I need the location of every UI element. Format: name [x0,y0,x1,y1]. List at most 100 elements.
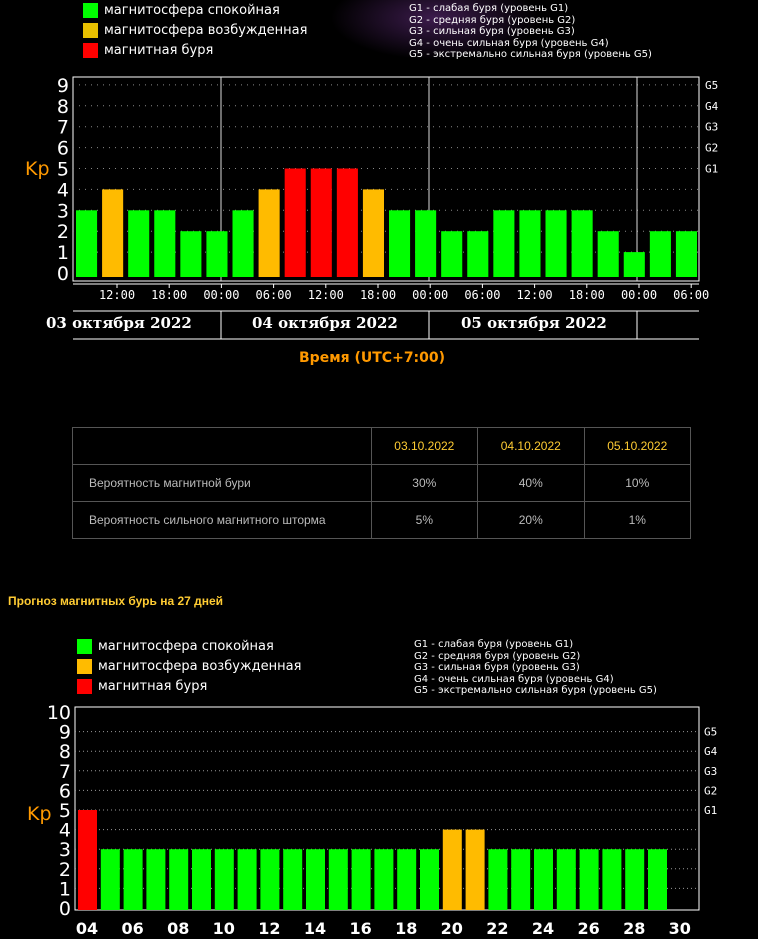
kp-bar [623,252,645,277]
forecast-bar [397,849,417,910]
forecast-bar [442,829,462,910]
kp-bar [154,210,176,277]
legend-active: магнитосфера возбужденная [83,23,307,38]
legend-storm-swatch [83,43,98,58]
y-tick-label: 9 [57,75,69,97]
table-row: Вероятность сильного магнитного шторма 5… [72,501,691,539]
date-label-1: 03 октября 2022 [46,314,192,332]
g-level-legend: G1 - слабая буря (уровень G1) G2 - средн… [414,639,657,697]
forecast-bar [146,849,166,910]
time-tick-label: 12:00 [308,288,344,302]
g-level-legend-item: G4 - очень сильная буря (уровень G4) [409,37,609,49]
kp-bar [310,168,332,277]
x-tick-label: 28 [623,919,645,938]
forecast-bar [237,849,257,910]
table-header-date: 03.10.2022 [370,427,479,465]
x-tick-label: 12 [258,919,280,938]
g-level-label: G1 [704,804,717,817]
forecast-bar [100,849,120,910]
kp-bar [336,168,358,277]
kp-bar [362,189,384,277]
kp-bar [519,210,541,277]
time-tick-label: 12:00 [517,288,553,302]
table-row-label: Вероятность сильного магнитного шторма [72,501,372,539]
y-tick-label: 8 [59,741,71,763]
forecast-bar [511,849,531,910]
kp-bar [545,210,567,277]
y-tick-label: 2 [59,859,71,881]
forecast-bar [579,849,599,910]
legend-quiet: магнитосфера спокойная [77,639,274,654]
forecast-bar [306,849,325,910]
legend-active: магнитосфера возбужденная [77,659,301,674]
y-tick-label: 8 [57,96,69,118]
table-row: Вероятность магнитной бури 30% 40% 10% [72,464,691,502]
g-level-label: G2 [705,142,718,155]
forecast-bar [260,849,280,910]
x-axis-title: Время (UTC+7:00) [299,350,446,366]
x-tick-label: 06 [121,919,143,938]
legend-quiet-swatch [77,639,92,654]
time-tick-label: 18:00 [151,288,187,302]
forecast-bar [534,849,553,910]
legend-storm: магнитная буря [77,679,207,694]
forecast-bar [420,849,439,910]
g-level-legend-item: G5 - экстремально сильная буря (уровень … [409,49,652,60]
y-tick-label: 10 [47,702,71,724]
kp-bar [180,231,202,277]
y-tick-label: 4 [57,179,69,201]
x-tick-label: 24 [532,919,554,938]
kp-bar [206,231,228,277]
kp-bar [76,210,98,277]
y-tick-label: 6 [59,780,71,802]
time-tick-label: 06:00 [256,288,292,302]
y-tick-label: 3 [59,839,71,861]
legend-storm-label: магнитная буря [98,679,208,694]
y-tick-label: 3 [57,200,69,222]
table-row-label: Вероятность магнитной бури [72,464,372,502]
g-level-legend-item: G2 - средняя буря (уровень G2) [414,650,581,662]
legend-storm: магнитная буря [83,43,213,58]
g-level-legend-item: G4 - очень сильная буря (уровень G4) [414,673,614,685]
y-tick-label: 5 [57,159,69,181]
table-cell: 5% [370,501,479,539]
legend-active-label: магнитосфера возбужденная [98,659,302,674]
time-tick-label: 00:00 [621,288,657,302]
y-tick-label: 1 [59,878,71,900]
g-level-label: G4 [705,100,719,113]
forecast-bar [123,849,143,910]
y-tick-label: 0 [59,898,71,920]
time-tick-label: 00:00 [203,288,239,302]
forecast-bar [625,849,645,910]
x-tick-label: 16 [349,919,371,938]
x-tick-label: 22 [486,919,508,938]
x-tick-label: 18 [395,919,417,938]
kp-bar [389,210,411,277]
legend-quiet-label: магнитосфера спокойная [104,3,280,18]
x-tick-label: 10 [213,919,235,938]
kp-bar [232,210,254,277]
g-level-label: G1 [705,163,718,176]
forecast-bar [648,849,667,910]
table-cell: 20% [477,501,585,539]
forecast-bar [214,849,234,910]
forecast-bar [602,849,622,910]
kp-bar [597,231,619,277]
x-tick-label: 26 [577,919,599,938]
kp-bar [649,231,671,277]
g-level-legend-item: G1 - слабая буря (уровень G1) [409,3,569,14]
y-tick-label: 0 [57,263,69,285]
y-tick-label: 1 [57,242,69,264]
g-level-legend: G1 - слабая буря (уровень G1) G2 - средн… [409,3,652,61]
y-tick-label: 9 [59,722,71,744]
table-cell: 1% [583,501,691,539]
g-level-label: G5 [705,79,718,92]
kp-bar [258,189,280,277]
legend-quiet-label: магнитосфера спокойная [98,639,274,654]
time-tick-label: 18:00 [569,288,605,302]
y-tick-label: 7 [59,761,71,783]
forecast-title: Прогноз магнитных бурь на 27 дней [8,594,224,608]
kp-bar [571,210,593,277]
